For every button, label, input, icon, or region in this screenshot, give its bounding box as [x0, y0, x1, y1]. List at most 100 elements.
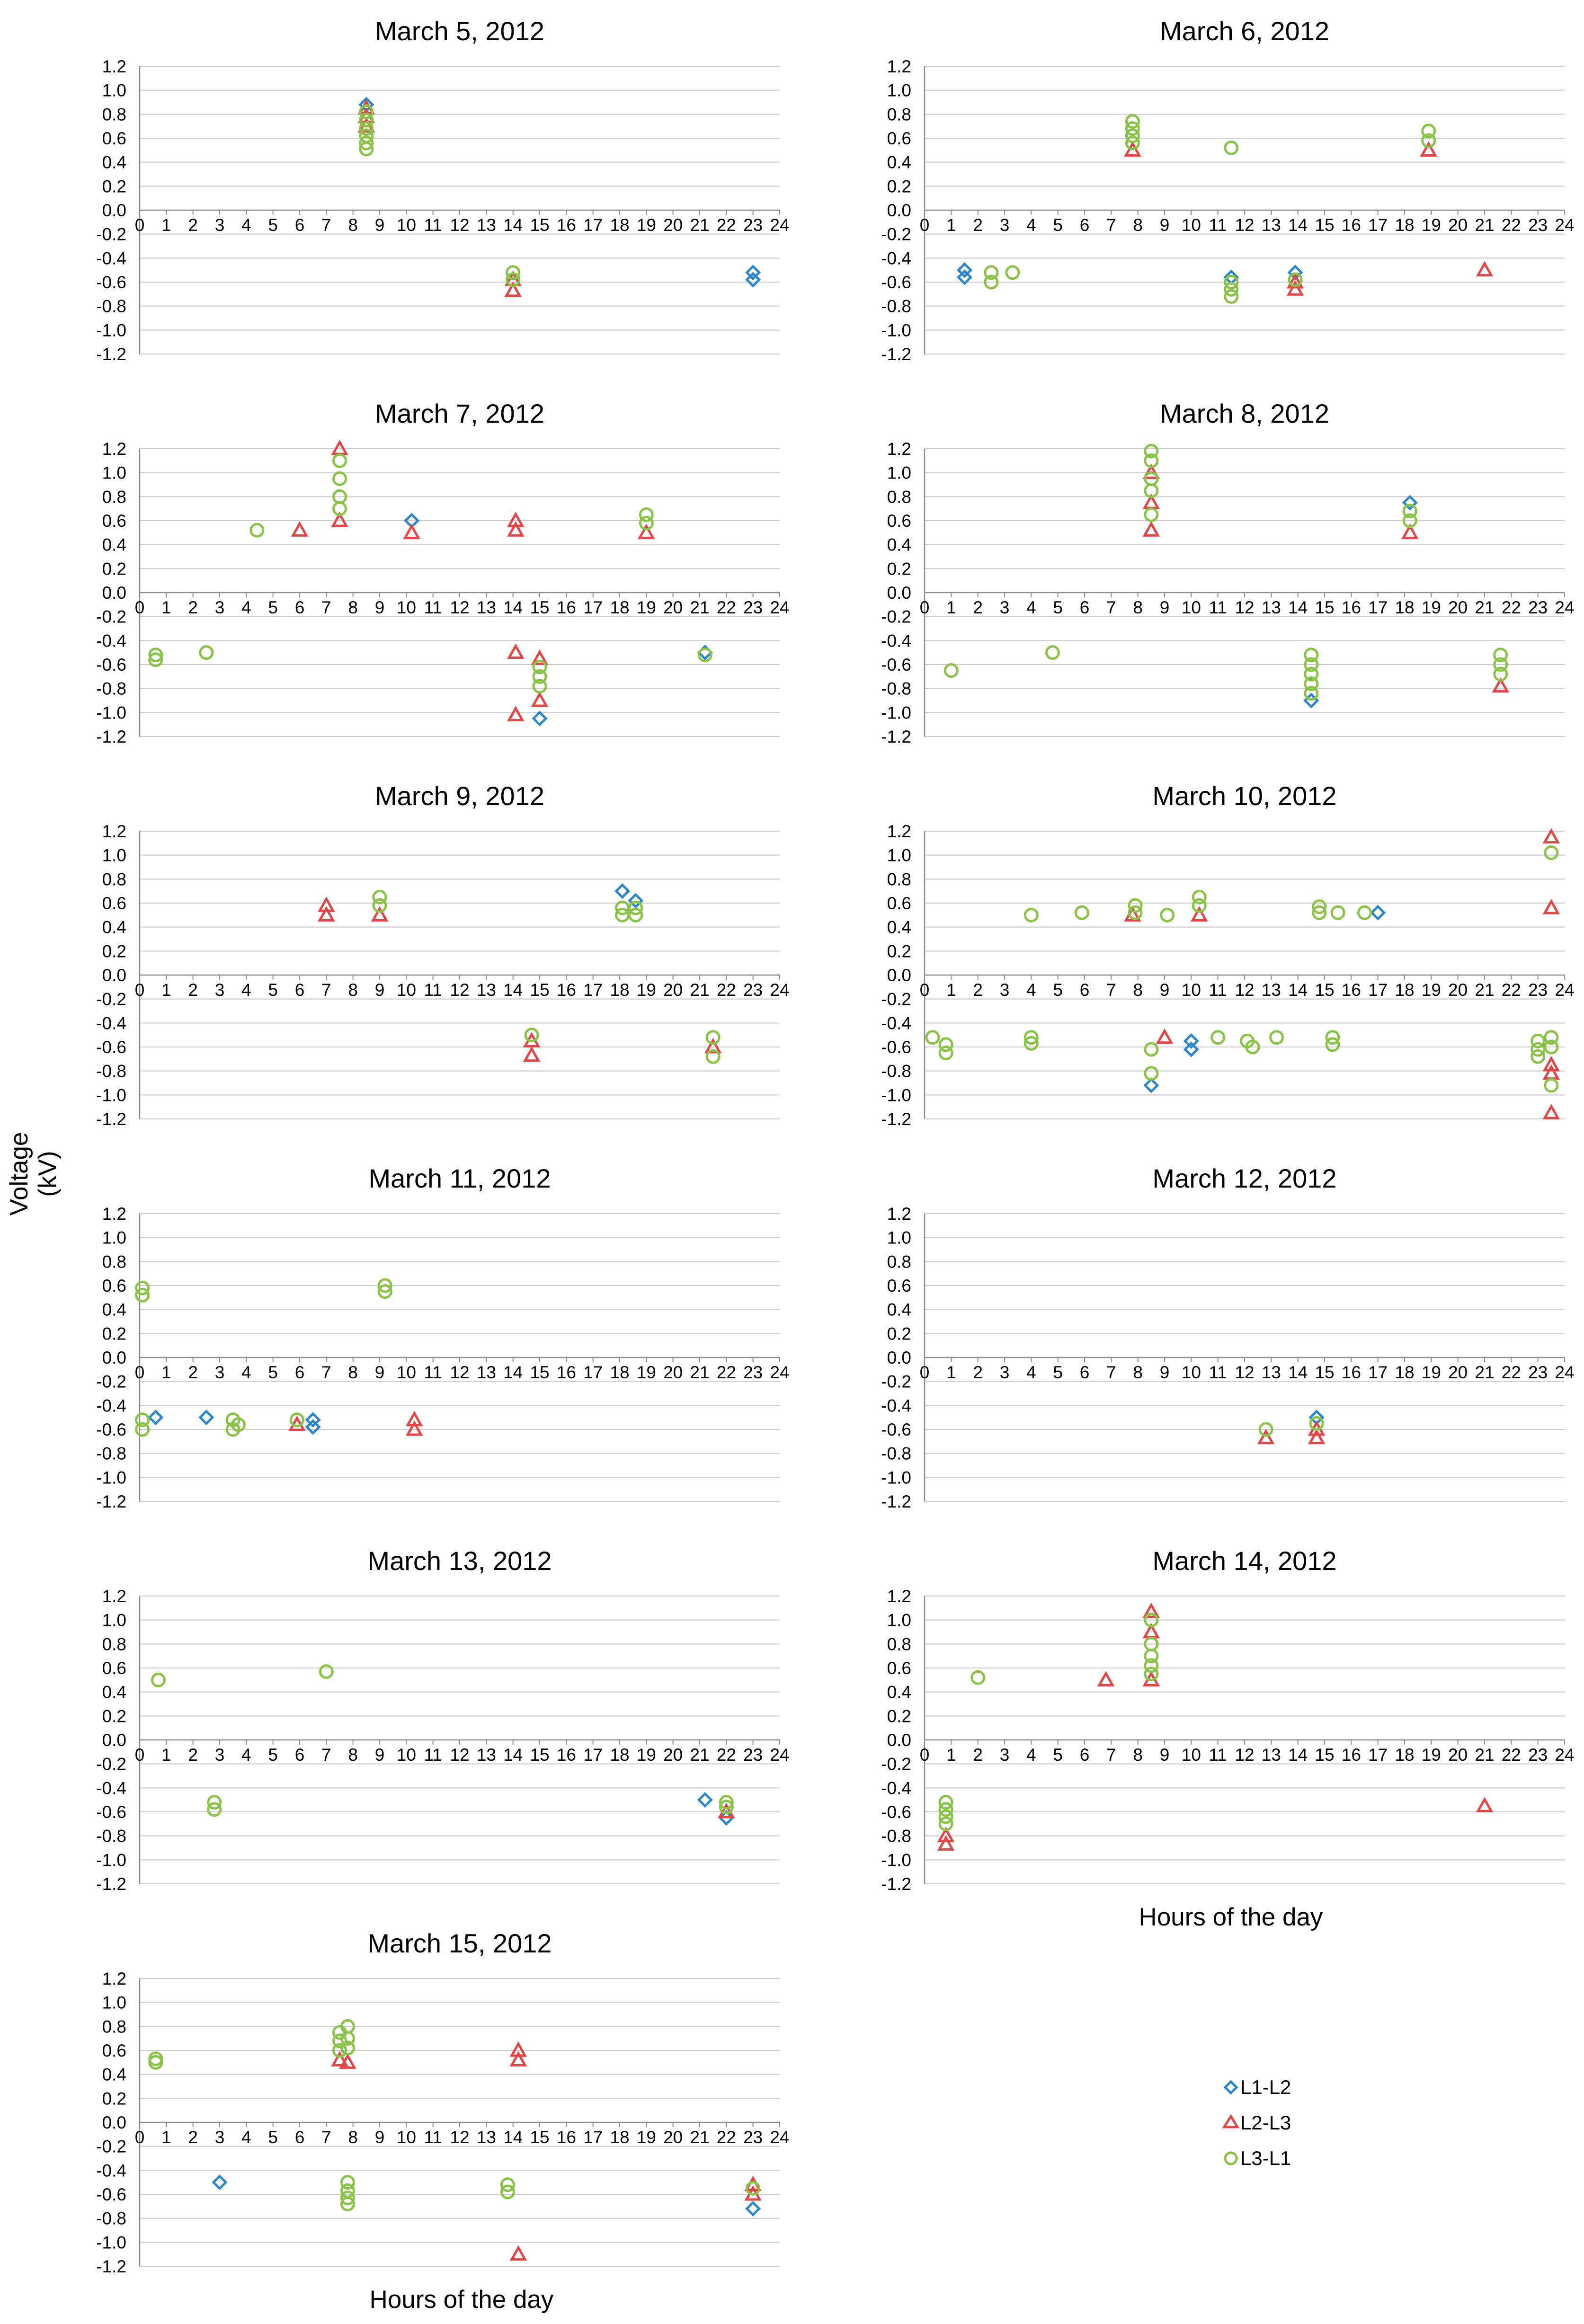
- x-tick-label: 21: [690, 980, 709, 1000]
- y-tick-label: -1.0: [96, 320, 126, 340]
- x-tick-label: 8: [1133, 598, 1143, 617]
- point-l3-l1: [249, 523, 265, 538]
- x-tick-label: 11: [1209, 598, 1227, 617]
- point-l2-l3: [937, 1827, 955, 1843]
- y-tick-label: -1.2: [96, 1492, 126, 1511]
- y-tick-label: -0.4: [96, 1396, 126, 1415]
- point-l2-l3: [371, 906, 389, 922]
- point-l3-l1: [1493, 648, 1508, 663]
- panel-title: March 14, 2012: [1152, 1546, 1336, 1576]
- x-tick-label: 9: [375, 2128, 385, 2147]
- x-tick-label: 8: [348, 215, 358, 235]
- x-tick-label: 1: [161, 598, 171, 617]
- legend-item-l3-l1: L3-L1: [1224, 2147, 1291, 2169]
- y-tick-label: 1.0: [887, 463, 911, 483]
- y-tick-label: 1.2: [887, 1204, 911, 1224]
- point-l2-l3: [1420, 141, 1437, 157]
- y-tick-label: 0.6: [102, 129, 126, 148]
- x-tick-label: 22: [717, 215, 736, 235]
- x-tick-label: 11: [1209, 1745, 1227, 1765]
- point-l3-l1: [1325, 1037, 1340, 1052]
- point-l3-l1: [1144, 444, 1159, 459]
- point-l3-l1: [340, 2040, 355, 2056]
- panel-title: March 6, 2012: [1160, 16, 1329, 46]
- x-tick-label: 18: [610, 2128, 629, 2147]
- x-tick-label: 20: [663, 1363, 683, 1382]
- point-l3-l1: [500, 2184, 515, 2200]
- point-l3-l1: [1125, 135, 1140, 151]
- x-tick-label: 18: [1395, 215, 1414, 235]
- point-l3-l1: [984, 265, 999, 280]
- x-tick-label: 17: [583, 215, 603, 235]
- y-tick-label: -0.6: [96, 1038, 126, 1057]
- y-tick-label: 0.4: [887, 918, 911, 937]
- y-tick-label: 0.0: [102, 1348, 126, 1367]
- point-l3-l1: [1493, 666, 1508, 682]
- x-tick-label: 24: [770, 215, 789, 235]
- y-tick-label: -0.6: [881, 1420, 911, 1439]
- x-tick-label: 18: [610, 1363, 629, 1382]
- x-tick-label: 14: [503, 1363, 523, 1382]
- point-l3-l1: [1224, 275, 1239, 290]
- x-tick-label: 24: [770, 1745, 789, 1765]
- x-tick-label: 0: [135, 1363, 145, 1382]
- point-l3-l1: [639, 507, 654, 522]
- x-tick-label: 5: [268, 1745, 278, 1765]
- x-tick-label: 18: [610, 1745, 629, 1765]
- point-l3-l1: [705, 1049, 721, 1064]
- panel-title: March 7, 2012: [375, 399, 544, 428]
- point-l1-l2: [305, 1419, 321, 1435]
- x-tick-label: 0: [920, 1745, 930, 1765]
- y-tick-label: 1.0: [887, 846, 911, 865]
- y-tick-label: -0.8: [96, 1062, 126, 1081]
- point-l1-l2: [1287, 265, 1303, 281]
- y-tick-label: 0.6: [102, 1276, 126, 1295]
- y-tick-label: -0.2: [96, 225, 126, 244]
- x-tick-label: 3: [1000, 215, 1010, 235]
- chart-panel-1: March 5, 2012 1.2 1.0 0.8 0.6 0.4 0.2 0.0 -0.2 -0…: [96, 16, 789, 364]
- point-l1-l2: [956, 269, 973, 285]
- point-l3-l1: [1144, 1066, 1159, 1081]
- y-tick-label: -0.6: [881, 1038, 911, 1057]
- x-tick-label: 11: [1209, 1363, 1227, 1382]
- legend-marker-diamond: [1223, 2080, 1238, 2095]
- point-l2-l3: [331, 439, 348, 455]
- x-tick-label: 22: [1502, 1363, 1521, 1382]
- y-tick-label: -1.0: [881, 1850, 911, 1870]
- x-tick-label: 9: [375, 215, 385, 235]
- y-axis-label-line1: Voltage: [5, 1132, 33, 1216]
- y-tick-label: 1.0: [102, 81, 126, 100]
- x-tick-label: 23: [1528, 598, 1548, 617]
- y-tick-label: -1.2: [881, 727, 911, 746]
- y-tick-label: 0.0: [102, 201, 126, 220]
- y-tick-label: -0.2: [96, 1372, 126, 1392]
- y-tick-label: 0.6: [887, 1659, 911, 1678]
- x-tick-label: 9: [1160, 598, 1170, 617]
- x-tick-label: 4: [241, 215, 251, 235]
- x-tick-label: 0: [135, 598, 145, 617]
- y-tick-label: 0.2: [887, 1706, 911, 1726]
- y-tick-label: 1.2: [102, 822, 126, 841]
- point-l2-l3: [1142, 463, 1160, 479]
- point-l3-l1: [1544, 845, 1559, 860]
- y-tick-label: 0.8: [887, 1252, 911, 1271]
- x-tick-label: 4: [241, 1363, 251, 1382]
- x-tick-label: 6: [1080, 598, 1090, 617]
- point-l3-l1: [500, 2177, 515, 2192]
- point-l2-l3: [531, 649, 549, 665]
- x-tick-label: 12: [450, 2128, 469, 2147]
- x-tick-label: 17: [1368, 215, 1388, 235]
- y-tick-label: 0.8: [102, 105, 126, 124]
- y-tick-label: 1.2: [887, 1587, 911, 1606]
- x-tick-label: 10: [397, 598, 416, 617]
- x-tick-label: 23: [1528, 980, 1548, 1000]
- x-tick-label: 11: [424, 1745, 442, 1765]
- x-tick-label: 5: [268, 1363, 278, 1382]
- point-l3-l1: [532, 659, 547, 674]
- x-tick-label: 1: [161, 980, 171, 1000]
- point-l3-l1: [1288, 272, 1303, 287]
- x-tick-label: 11: [1209, 215, 1227, 235]
- point-l2-l3: [704, 1038, 722, 1054]
- x-tick-label: 8: [348, 2128, 358, 2147]
- point-l2-l3: [1542, 899, 1560, 914]
